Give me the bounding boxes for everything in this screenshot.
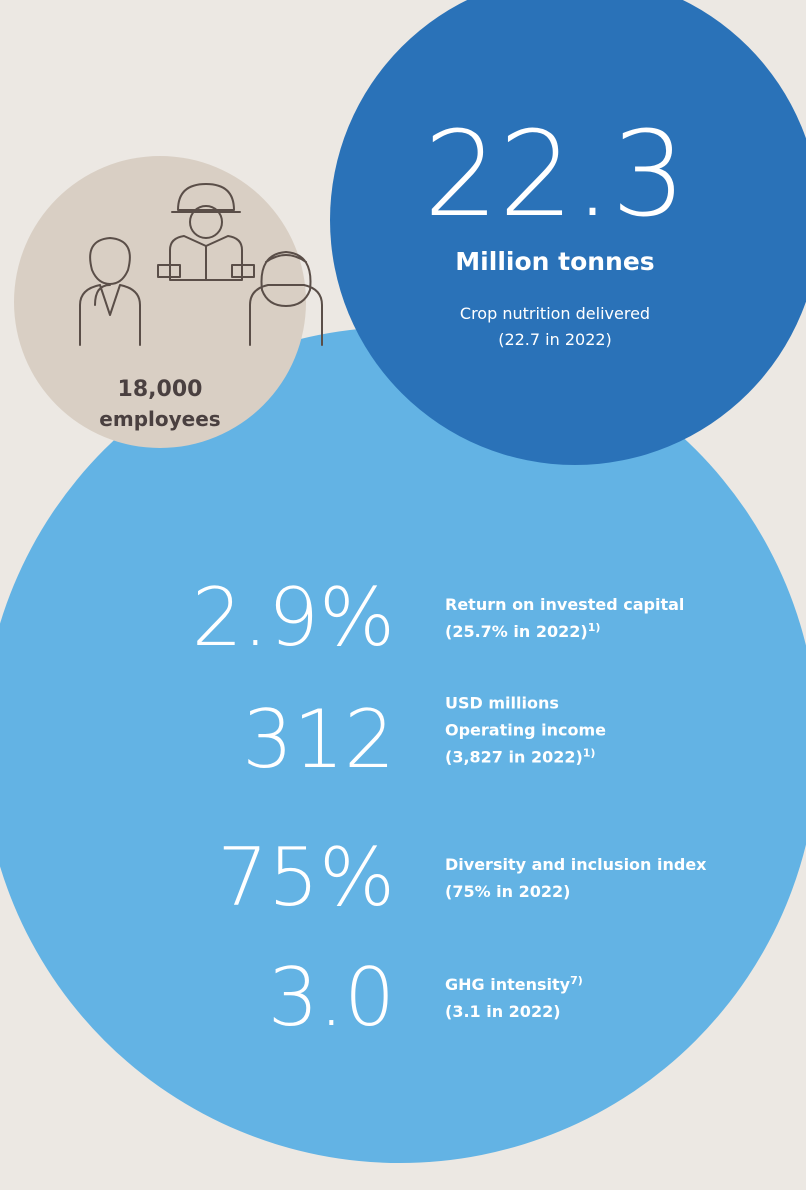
crop-unit: Million tonnes [455,247,654,276]
metric-label: USD millions [445,694,559,713]
metric-label-text: (3,827 in 2022) [445,748,583,767]
employees-count: 18,000 [118,377,203,402]
metric-label-text: USD millions [445,694,559,713]
metric-label: (75% in 2022) [445,882,570,901]
metrics-circle [0,327,806,1163]
crop-value: 22.3 [424,105,687,243]
metric-label: Return on invested capital [445,595,684,614]
metric-label: (25.7% in 2022)1) [445,621,600,641]
metric-label: (3,827 in 2022)1) [445,747,595,767]
footnote-mark: 7) [570,974,583,987]
footnote-mark: 1) [583,747,596,760]
metric-label-text: Diversity and inclusion index [445,855,707,874]
metric-value: 312 [242,693,395,786]
metric-label: Diversity and inclusion index [445,855,707,874]
metric-label-text: (75% in 2022) [445,882,570,901]
metric-label: Operating income [445,721,606,740]
metric-label-text: (3.1 in 2022) [445,1002,561,1021]
metric-label-text: (25.7% in 2022) [445,622,588,641]
metric-value: 2.9% [192,571,395,664]
metric-label: (3.1 in 2022) [445,1002,561,1021]
crop-desc: Crop nutrition delivered [460,304,650,323]
crop-circle [330,0,806,465]
crop-prior: (22.7 in 2022) [498,330,612,349]
metric-label-text: GHG intensity [445,975,571,994]
employees-circle [14,156,306,448]
metric-label-text: Operating income [445,721,606,740]
footnote-mark: 1) [588,621,601,634]
metric-value: 3.0 [268,951,395,1044]
metric-label: GHG intensity7) [445,974,583,994]
metric-label-text: Return on invested capital [445,595,684,614]
people-icons [79,183,323,346]
employees-label: employees [99,407,220,431]
metric-value: 75% [217,831,395,924]
